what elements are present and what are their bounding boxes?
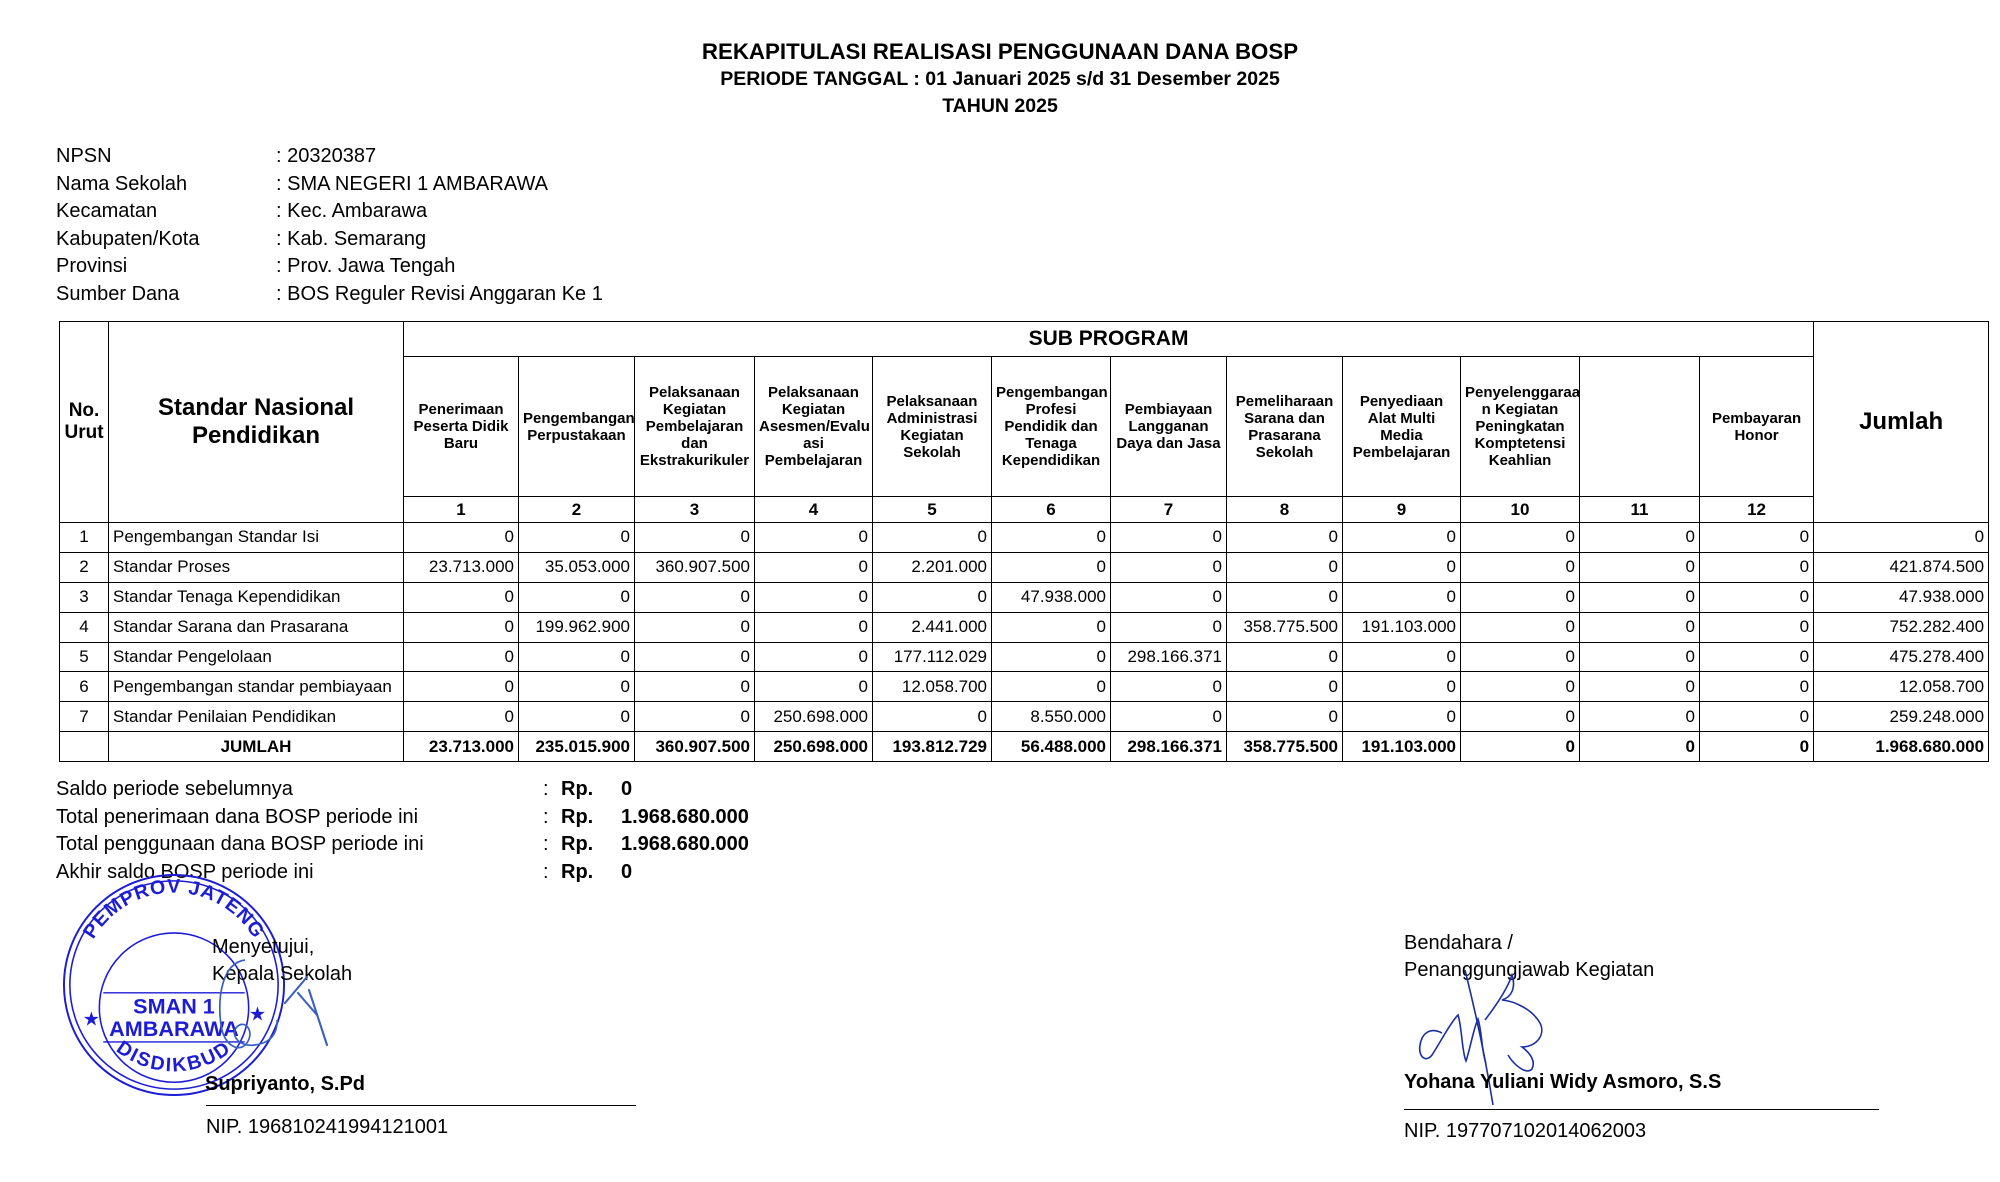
svg-text:★: ★ (83, 1008, 101, 1030)
